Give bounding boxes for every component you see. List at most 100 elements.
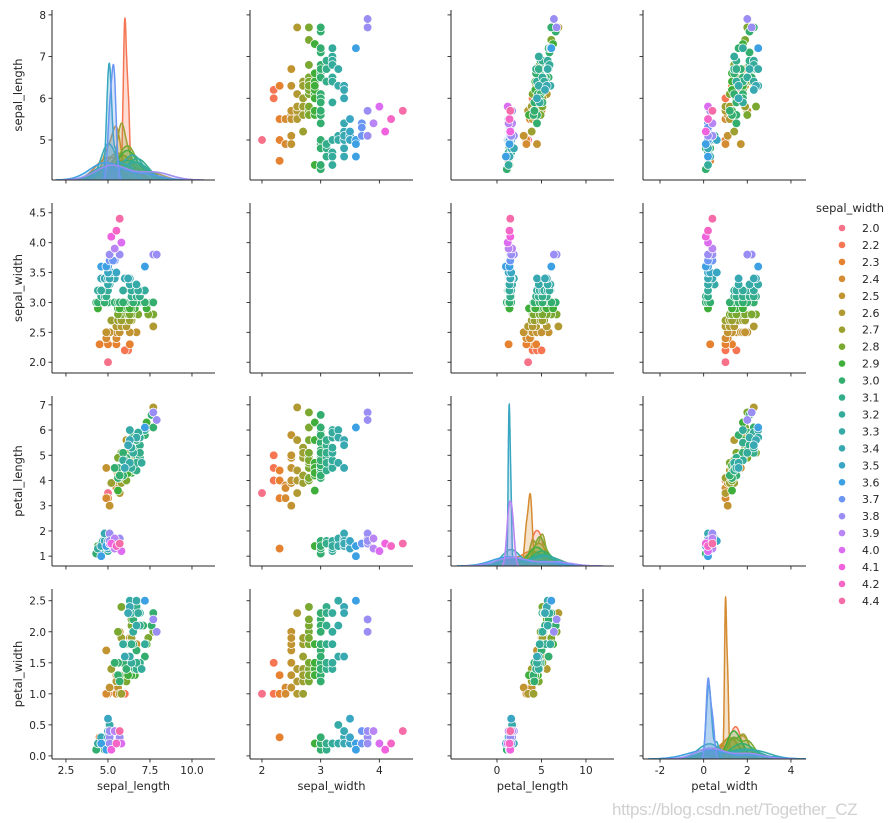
data-point bbox=[398, 538, 408, 549]
panel-petal_length-vs-sepal_width bbox=[246, 396, 413, 570]
legend-label: 3.7 bbox=[862, 493, 880, 506]
watermark-text: https://blog.csdn.net/Together_CZ bbox=[612, 800, 858, 819]
legend-item-4.0: 4.0 bbox=[838, 544, 880, 557]
data-point bbox=[101, 327, 111, 337]
data-point bbox=[327, 443, 338, 453]
y-tick-label: 5 bbox=[39, 450, 46, 462]
data-point bbox=[106, 232, 116, 242]
data-point bbox=[740, 327, 750, 337]
data-point bbox=[316, 422, 326, 433]
data-point bbox=[543, 620, 553, 631]
data-point bbox=[339, 143, 349, 153]
y-tick-label: 2.5 bbox=[29, 327, 46, 339]
data-point bbox=[286, 633, 296, 643]
data-point bbox=[116, 237, 127, 248]
data-point bbox=[546, 43, 556, 53]
data-point bbox=[257, 135, 267, 145]
data-point bbox=[274, 81, 285, 91]
data-point bbox=[140, 261, 150, 272]
data-point bbox=[94, 339, 105, 349]
data-point bbox=[339, 93, 349, 103]
data-point bbox=[703, 114, 713, 124]
data-point bbox=[362, 22, 373, 33]
data-point bbox=[118, 297, 128, 308]
legend-marker bbox=[838, 224, 846, 232]
legend-item-3.0: 3.0 bbox=[838, 375, 880, 388]
plot-area bbox=[647, 595, 806, 759]
data-point bbox=[362, 614, 373, 625]
data-point bbox=[115, 726, 125, 736]
data-point bbox=[380, 745, 390, 755]
data-point bbox=[316, 118, 326, 128]
data-point bbox=[292, 402, 302, 413]
legend-item-3.8: 3.8 bbox=[838, 510, 880, 523]
x-tick-label: 5.0 bbox=[100, 765, 117, 777]
legend-item-3.9: 3.9 bbox=[838, 527, 880, 540]
y-tick-label: 0.5 bbox=[29, 720, 46, 732]
legend-label: 4.2 bbox=[862, 578, 880, 591]
legend-marker bbox=[838, 258, 846, 266]
y-tick-label: 4.5 bbox=[29, 208, 46, 220]
legend-marker bbox=[838, 546, 846, 554]
y-tick-label: 7 bbox=[39, 52, 46, 64]
data-point bbox=[351, 745, 361, 755]
y-tick-label: 3.0 bbox=[29, 297, 46, 309]
data-point bbox=[316, 97, 326, 108]
data-point bbox=[535, 639, 545, 649]
y-tick-label: 5 bbox=[39, 135, 46, 147]
data-point bbox=[274, 465, 285, 476]
data-point bbox=[115, 249, 125, 260]
data-point bbox=[504, 114, 515, 124]
legend-label: 3.4 bbox=[862, 442, 880, 455]
data-point bbox=[316, 627, 326, 637]
legend-label: 2.9 bbox=[862, 358, 880, 371]
data-point bbox=[503, 160, 514, 170]
data-point bbox=[398, 106, 408, 116]
data-point bbox=[286, 450, 296, 460]
y-tick-label: 2.0 bbox=[29, 627, 46, 639]
y-axis-label: petal_width bbox=[11, 641, 25, 708]
data-point bbox=[298, 126, 308, 137]
data-point bbox=[106, 478, 116, 488]
x-tick-label: 4 bbox=[376, 765, 383, 777]
data-point bbox=[528, 689, 539, 699]
data-point bbox=[115, 470, 125, 481]
legend-marker bbox=[838, 563, 846, 571]
data-point bbox=[703, 160, 713, 170]
legend-label: 2.3 bbox=[862, 256, 880, 269]
data-point bbox=[304, 448, 314, 458]
data-point bbox=[148, 614, 158, 625]
data-point bbox=[727, 485, 737, 496]
panel-sepal_length-vs-petal_length bbox=[447, 10, 614, 184]
data-point bbox=[380, 126, 390, 137]
y-axis-label: sepal_length bbox=[11, 58, 25, 131]
data-point bbox=[731, 118, 742, 128]
data-point bbox=[140, 596, 150, 606]
plot-area bbox=[257, 402, 408, 561]
data-point bbox=[316, 106, 326, 116]
legend-marker bbox=[838, 377, 846, 384]
data-point bbox=[362, 738, 373, 749]
data-point bbox=[133, 608, 143, 618]
data-point bbox=[703, 226, 713, 236]
data-point bbox=[701, 126, 711, 137]
data-point bbox=[723, 131, 733, 141]
panel-sepal_width-vs-sepal_width bbox=[246, 203, 413, 377]
data-point bbox=[532, 273, 542, 284]
data-point bbox=[707, 106, 718, 116]
data-point bbox=[534, 51, 544, 62]
legend-label: 3.0 bbox=[862, 375, 880, 388]
data-point bbox=[280, 493, 291, 503]
data-point bbox=[720, 139, 731, 149]
x-tick-label: 4 bbox=[788, 765, 795, 777]
legend-marker bbox=[838, 478, 846, 486]
data-point bbox=[136, 458, 147, 468]
y-tick-label: 3.5 bbox=[29, 268, 46, 280]
data-point bbox=[504, 738, 515, 749]
data-point bbox=[501, 151, 511, 162]
legend-item-2.2: 2.2 bbox=[838, 239, 880, 252]
legend-item-2.0: 2.0 bbox=[838, 222, 880, 235]
data-point bbox=[551, 22, 562, 33]
data-point bbox=[521, 139, 532, 149]
legend-label: 3.6 bbox=[862, 476, 880, 489]
